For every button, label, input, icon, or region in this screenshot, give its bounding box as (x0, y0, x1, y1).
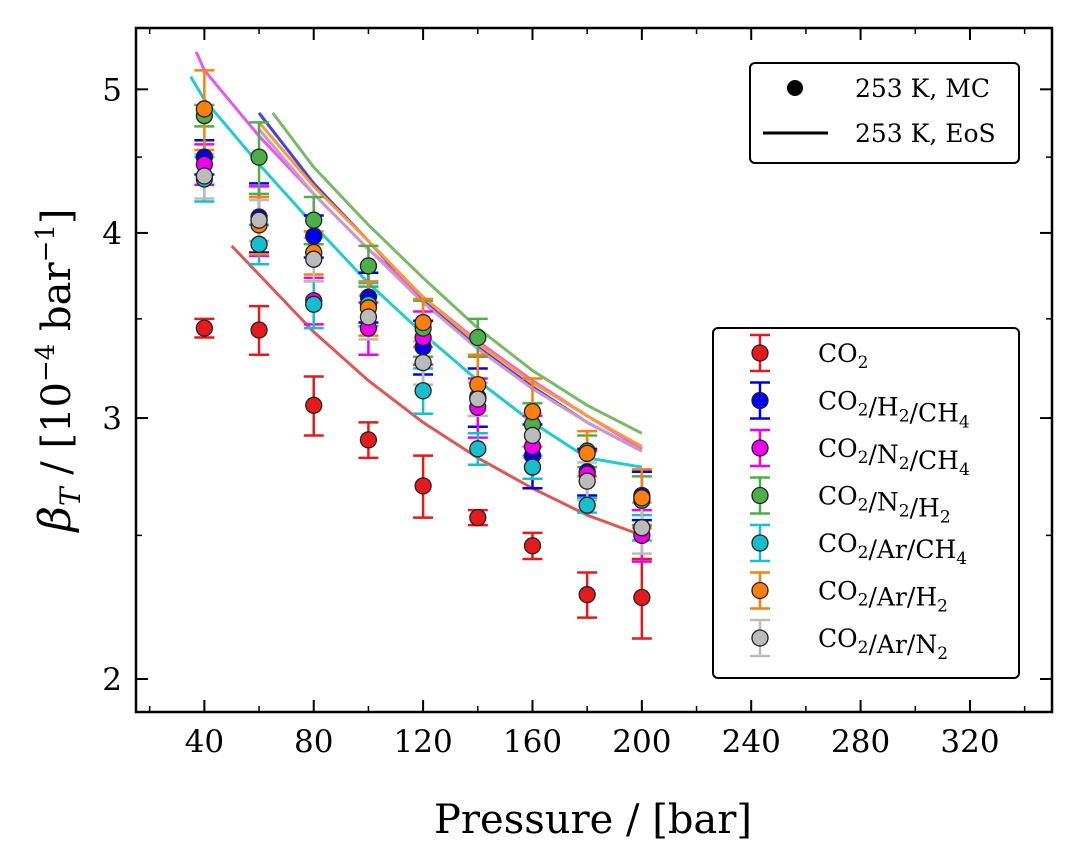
legend-series-label: CO2/Ar/N2 (818, 624, 948, 664)
data-point (469, 390, 487, 408)
data-point (250, 148, 268, 166)
axes: 40 80 120 160 200 240 280 320 2 3 4 5 (102, 26, 1054, 760)
eos-line-4 (189, 75, 643, 469)
eos-line-3 (271, 111, 643, 435)
data-point (469, 375, 487, 394)
y-tick-label: 4 (102, 216, 122, 252)
legend-series-label: CO2/Ar/H2 (818, 577, 948, 617)
legend-mc-label: 253 K, MC (855, 74, 990, 103)
legend-series-label: CO2/N2/H2 (818, 482, 951, 528)
plot-area (189, 51, 652, 640)
x-tick-label: 200 (612, 724, 671, 760)
series-legend: CO2 CO2/H2/CH4CO2/N2/CH4CO2/N2/H2CO2/Ar/C… (712, 327, 1020, 679)
data-point (359, 431, 378, 449)
legend-marker (751, 534, 769, 552)
data-point (359, 257, 378, 275)
data-point (633, 588, 651, 607)
data-point (250, 211, 268, 229)
legend-series-label: CO2/H2/CH4 (818, 387, 970, 433)
data-point (523, 403, 542, 421)
x-tick-label: 40 (185, 724, 224, 760)
legend-marker (751, 439, 769, 457)
y-tick-label: 2 (102, 662, 122, 698)
style-legend: 253 K, MC 253 K, EoS (749, 62, 1020, 164)
data-point (633, 489, 651, 507)
legend-mc-marker (787, 80, 803, 96)
x-tick-label: 320 (940, 724, 999, 760)
data-point (305, 295, 323, 313)
data-point (250, 321, 268, 339)
eos-line-0 (230, 244, 643, 537)
style-legend-box (749, 62, 1020, 164)
data-point (305, 227, 323, 245)
x-tick-label: 240 (722, 724, 781, 760)
data-point (414, 353, 432, 372)
data-point (195, 167, 214, 185)
data-point (195, 100, 214, 118)
legend-eos-label: 253 K, EoS (855, 119, 996, 148)
data-point (195, 319, 214, 337)
y-tick-label: 3 (102, 401, 122, 437)
data-point (305, 250, 323, 268)
data-point (578, 472, 596, 490)
legend-series-label: CO2 (818, 339, 868, 373)
data-point (578, 496, 596, 514)
x-tick-label: 160 (503, 724, 562, 760)
data-point (469, 440, 487, 458)
legend-marker (751, 581, 769, 600)
x-tick-label: 80 (294, 724, 333, 760)
data-point (414, 382, 432, 400)
data-point (305, 211, 323, 229)
eos-line-5 (257, 121, 643, 448)
data-point (523, 426, 542, 445)
data-point (414, 477, 432, 495)
legend-marker (751, 344, 769, 362)
data-point (305, 396, 323, 414)
x-axis-title: Pressure / [bar] (434, 797, 752, 843)
plot-frame (134, 26, 1054, 714)
x-tick-label: 280 (831, 724, 890, 760)
data-point (523, 537, 542, 555)
legend-marker (751, 391, 769, 410)
data-point (523, 458, 542, 476)
series-legend-box (712, 327, 1020, 679)
legend-series-label: CO2/Ar/CH4 (818, 529, 967, 569)
eos-line-6 (257, 128, 643, 453)
svg-text:βT / [10−4 bar−1]: βT / [10−4 bar−1] (30, 208, 87, 533)
data-point (469, 328, 487, 347)
legend-marker (751, 486, 769, 505)
legend-series-label: CO2/N2/CH4 (818, 434, 970, 480)
data-point (414, 313, 432, 332)
data-point (578, 444, 596, 462)
y-axis-title: βT / [10−4 bar−1] (30, 208, 87, 533)
data-point (578, 586, 596, 604)
data-point (469, 508, 487, 527)
legend-marker (751, 629, 769, 647)
data-point (633, 519, 651, 537)
data-point (359, 308, 378, 326)
y-tick-label: 5 (102, 72, 122, 108)
data-point (250, 235, 268, 253)
x-tick-label: 120 (394, 724, 453, 760)
